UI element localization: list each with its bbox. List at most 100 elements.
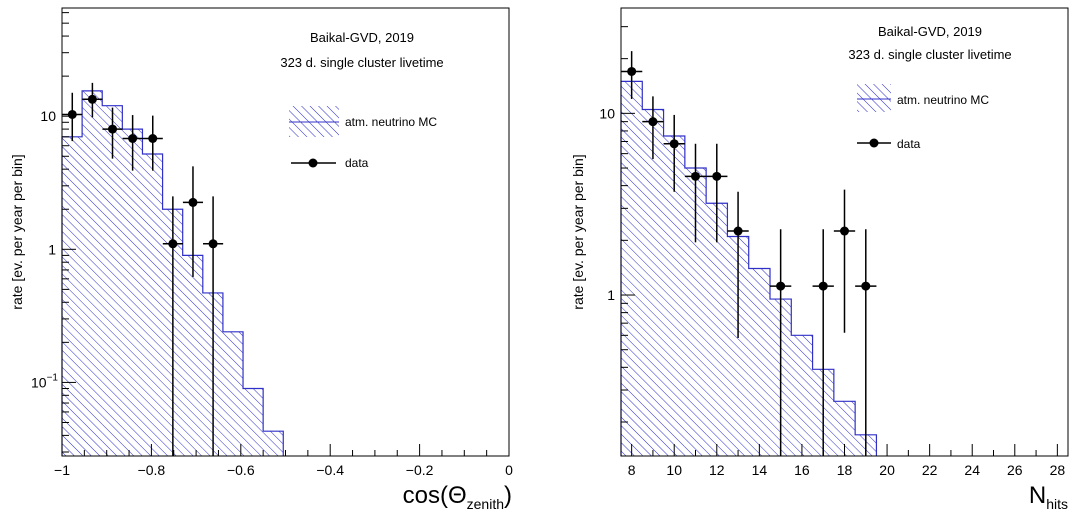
right-data-marker [861,281,871,291]
left-data-marker [148,133,158,143]
right-mc-bin [791,335,813,456]
left-data-point [142,115,163,171]
right-x-tick-label: 20 [879,462,895,478]
right-data-marker [691,171,700,181]
left-y-tick-label: 10 [40,108,56,124]
right-x-axis-label-sub: hits [1046,496,1068,510]
left-legend: atm. neutrino MC data [289,106,437,170]
right-data-points [621,51,877,456]
left-mc-bin [122,129,143,456]
right-mc-bin [684,168,707,456]
right-x-tick-label: 28 [1050,462,1066,478]
left-y-tick-label: 10−1 [31,372,58,390]
left-legend-mc-label: atm. neutrino MC [345,115,437,129]
left-data-point [122,115,143,171]
right-mc-bin [621,81,643,457]
left-mc-bin [102,105,123,456]
left-data-point [62,92,83,142]
right-data-point [812,229,834,456]
right-x-tick-label: 8 [628,462,636,478]
right-annotation-experiment: Baikal-GVD, 2019 [878,24,982,39]
left-mc-bin [222,331,244,456]
right-mc-bin [706,203,728,456]
right-data-point [642,96,664,160]
left-data-point [203,196,224,456]
right-x-tick-label: 10 [666,462,682,478]
left-x-tick-label: −0.6 [227,462,255,478]
right-data-marker [840,226,849,236]
right-data-marker [733,226,743,236]
left-data-points [62,82,224,456]
left-x-tick-label: −0.2 [406,462,434,478]
right-data-point [684,143,707,243]
left-data-marker [188,197,198,207]
left-data-point [102,107,123,159]
right-x-tick-label: 14 [752,462,768,478]
left-mc-bin [263,431,284,456]
right-legend-mc-swatch [857,84,891,112]
left-x-axis-label-main: cos(Θ [403,482,467,509]
left-x-axis-label-sub: zenith [467,496,504,510]
left-x-tick-label: −1 [54,462,70,478]
left-x-axis-label-close: ) [504,482,512,509]
left-x-tick-label: −0.8 [138,462,166,478]
left-mc-bin [182,255,203,456]
left-data-marker [128,133,138,143]
left-data-marker [208,239,218,249]
right-data-marker [776,281,786,291]
right-data-marker [712,171,722,181]
left-mc-bin [142,154,163,456]
left-annotation-experiment: Baikal-GVD, 2019 [310,30,414,45]
right-mc-bin [833,401,856,456]
right-data-point [833,189,856,333]
right-axes: 8 10 12 14 16 18 20 22 24 26 28 10 1 [599,26,1066,478]
right-data-point [621,51,643,99]
left-axes: −1 −0.8 −0.6 −0.4 −0.2 0 10 1 10−1 [31,12,513,478]
left-annotation-livetime: 323 d. single cluster livetime [280,55,443,70]
right-x-axis-label: Nhits [1029,482,1068,510]
right-x-tick-label: 24 [964,462,980,478]
left-legend-data-marker [308,158,318,168]
right-x-tick-label: 12 [709,462,725,478]
right-data-marker [818,281,828,291]
right-mc-outline [620,80,878,456]
left-y-tick-label: 1 [48,241,56,257]
right-y-tick-label: 1 [607,287,615,303]
left-data-marker [87,94,97,104]
left-x-tick-label: 0 [505,462,513,478]
left-mc-bin [82,90,103,456]
right-data-point [727,191,749,338]
right-mc-bin [642,109,664,456]
right-x-tick-label: 16 [794,462,810,478]
left-data-point [82,82,103,118]
right-legend-mc-label: atm. neutrino MC [897,93,989,107]
left-x-axis-label: cos(Θzenith) [403,482,512,510]
right-data-point [770,229,792,456]
left-y-axis-label: rate [ev. per year per bin] [9,154,25,309]
right-x-tick-label: 18 [837,462,853,478]
left-mc-bin [243,388,264,456]
left-mc-bin [62,136,83,456]
left-data-marker [168,239,178,249]
right-y-axis-label: rate [ev. per year per bin] [570,154,586,309]
right-mc-histogram [620,80,878,457]
right-panel: 8 10 12 14 16 18 20 22 24 26 28 10 1 Baikal-GVD, 201… [570,7,1069,510]
left-data-marker [108,124,118,134]
right-mc-bin [663,136,685,456]
right-legend-data-marker [869,138,879,148]
left-panel: −1 −0.8 −0.6 −0.4 −0.2 0 10 1 10−1 Baikal-GVD, 2… [9,7,513,510]
left-mc-histogram [61,90,284,456]
right-annotation-livetime: 323 d. single cluster livetime [848,47,1011,62]
right-x-tick-label: 22 [922,462,938,478]
left-legend-data-label: data [345,156,369,170]
left-data-marker [67,109,77,119]
right-x-tick-label: 26 [1007,462,1023,478]
right-data-point [706,143,728,243]
left-data-point [162,196,183,456]
right-x-axis-label-main: N [1029,482,1046,509]
left-data-point [182,166,204,277]
right-mc-bin [748,268,770,456]
right-data-point [855,229,877,456]
right-legend-data-label: data [897,137,921,151]
